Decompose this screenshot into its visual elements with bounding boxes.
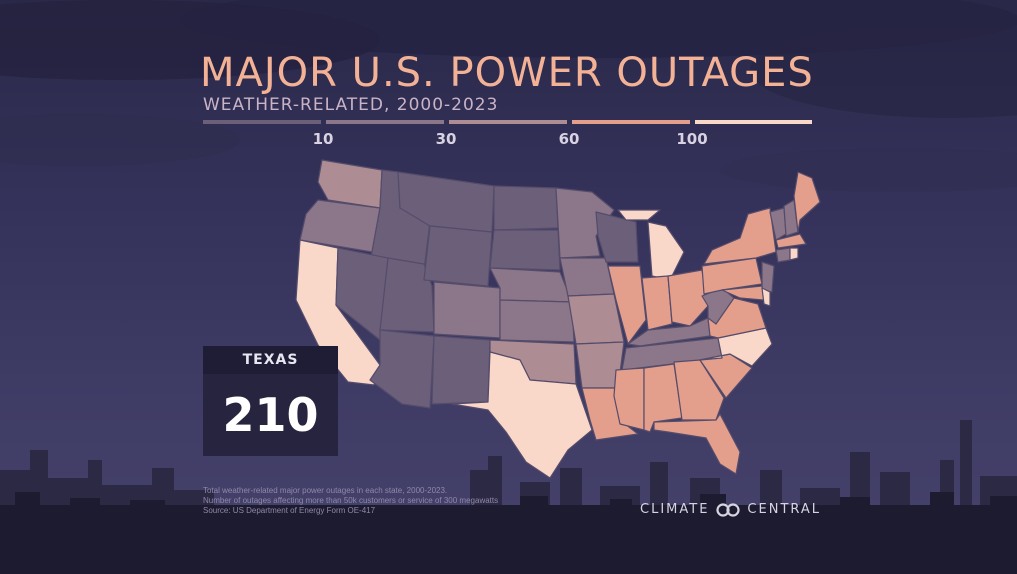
legend-tick-10: 10 xyxy=(312,130,334,148)
page-subtitle: WEATHER-RELATED, 2000-2023 xyxy=(203,95,499,115)
state-indiana[interactable] xyxy=(641,275,673,331)
legend-tick-60: 60 xyxy=(558,130,580,148)
state-texas[interactable] xyxy=(451,351,593,479)
state-arizona[interactable] xyxy=(369,329,435,409)
state-florida[interactable] xyxy=(653,413,741,475)
state-michigan[interactable] xyxy=(617,209,685,281)
state-new-mexico[interactable] xyxy=(431,335,491,405)
state-ohio[interactable] xyxy=(667,269,709,327)
brand-logo: CLIMATE CENTRAL xyxy=(640,502,821,517)
state-north-carolina[interactable] xyxy=(699,327,773,367)
legend-segment-3 xyxy=(449,120,567,124)
callout-state-name: TEXAS xyxy=(203,346,338,374)
state-kansas[interactable] xyxy=(499,299,575,343)
footnote-line-1: Total weather-related major power outage… xyxy=(203,486,448,495)
state-maine[interactable] xyxy=(793,171,821,233)
legend-segment-2 xyxy=(326,120,444,124)
callout-value: 210 xyxy=(203,374,338,456)
state-missouri[interactable] xyxy=(567,293,625,345)
legend-tick-30: 30 xyxy=(435,130,457,148)
state-georgia[interactable] xyxy=(673,359,725,421)
footnote-line-2: Number of outages affecting more than 50… xyxy=(203,496,499,505)
state-delaware[interactable] xyxy=(761,287,771,307)
climate-central-logo-icon xyxy=(716,502,741,517)
state-mississippi[interactable] xyxy=(613,367,645,431)
state-rhode-island[interactable] xyxy=(789,247,799,261)
legend-segment-4 xyxy=(572,120,690,124)
state-wyoming[interactable] xyxy=(423,225,493,287)
page-title: MAJOR U.S. POWER OUTAGES xyxy=(200,50,814,96)
footnote: Total weather-related major power outage… xyxy=(203,486,563,516)
state-oregon[interactable] xyxy=(299,199,381,253)
brand-left-text: CLIMATE xyxy=(640,502,710,517)
state-new-york[interactable] xyxy=(703,207,777,265)
state-washington[interactable] xyxy=(317,159,383,209)
legend-tick-100: 100 xyxy=(676,130,708,148)
state-colorado[interactable] xyxy=(433,281,501,339)
legend-segment-1 xyxy=(203,120,321,124)
state-massachusetts[interactable] xyxy=(775,233,807,249)
state-connecticut[interactable] xyxy=(775,247,791,263)
state-nebraska[interactable] xyxy=(489,267,573,303)
footnote-line-3: Source: US Department of Energy Form OE-… xyxy=(203,506,376,515)
state-illinois[interactable] xyxy=(607,265,647,345)
legend-segment-5 xyxy=(695,120,812,124)
state-iowa[interactable] xyxy=(559,257,615,297)
state-utah[interactable] xyxy=(379,257,435,333)
brand-right-text: CENTRAL xyxy=(747,502,822,517)
state-north-dakota[interactable] xyxy=(493,185,559,231)
state-new-jersey[interactable] xyxy=(761,261,775,293)
state-south-dakota[interactable] xyxy=(489,229,561,271)
legend-scale: 10 30 60 100 xyxy=(203,120,812,150)
texas-callout: TEXAS 210 xyxy=(203,346,338,456)
